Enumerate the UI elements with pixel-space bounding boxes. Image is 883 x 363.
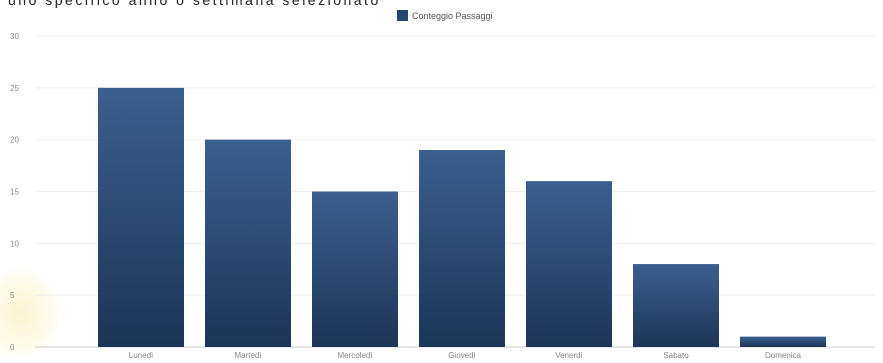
bar[interactable] [205,139,291,347]
y-tick-label: 0 [10,343,15,352]
bar[interactable] [526,181,612,347]
bar[interactable] [633,264,719,347]
x-tick-label: Domenica [765,351,802,360]
legend-swatch[interactable] [397,10,408,21]
y-tick-label: 25 [10,84,19,93]
y-tick-label: 30 [10,32,19,41]
x-tick-label: Sabato [663,351,689,360]
x-tick-label: Lunedì [129,351,153,360]
x-tick-label: Martedì [234,351,261,360]
watermark-logo [0,268,60,358]
y-tick-label: 10 [10,239,19,248]
bars [98,87,826,348]
x-tick-label: Venerdì [555,351,583,360]
y-tick-label: 20 [10,136,19,145]
bar[interactable] [98,87,184,347]
x-axis-ticks: Lunedì Martedì Mercoledì Giovedì Venerdì Saba… [129,351,802,360]
y-axis-ticks: 0 5 10 15 20 25 30 [10,32,19,352]
bar[interactable] [312,191,398,348]
legend-label[interactable]: Conteggio Passaggi [412,11,493,21]
page-caption: uno specifico anno o settimana seleziona… [8,0,381,8]
x-tick-label: Giovedì [448,351,476,360]
y-tick-label: 5 [10,291,15,300]
y-tick-label: 15 [10,188,19,197]
legend[interactable]: Conteggio Passaggi [397,10,493,21]
x-tick-label: Mercoledì [337,351,372,360]
bar[interactable] [419,150,505,347]
bar[interactable] [740,336,826,347]
